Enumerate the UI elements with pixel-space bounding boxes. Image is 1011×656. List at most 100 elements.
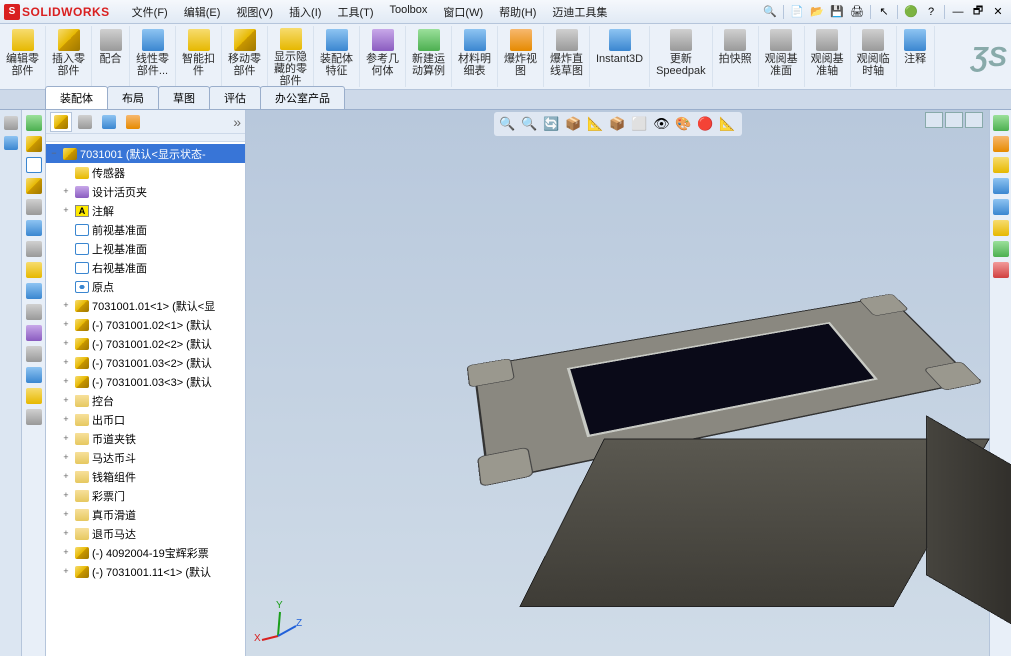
tree-toggle-icon[interactable]: + [60,453,72,463]
ribbon-button[interactable]: 插入零部件 [46,26,92,87]
min-icon[interactable]: — [949,3,967,21]
tree-toggle-icon[interactable]: + [60,472,72,482]
tree-row[interactable]: +钱箱组件 [46,467,245,486]
vp-max-icon[interactable] [945,112,963,128]
vtool-icon[interactable] [25,366,43,384]
tree-toggle-icon[interactable]: + [60,510,72,520]
tree-row[interactable]: +控台 [46,391,245,410]
vtool-icon[interactable] [25,324,43,342]
tree-row[interactable]: +(-) 7031001.03<3> (默认 [46,372,245,391]
vp-min-icon[interactable] [925,112,943,128]
close-icon[interactable]: ✕ [989,3,1007,21]
ribbon-button[interactable]: 材料明细表 [452,26,498,87]
vtool-icon[interactable] [25,177,43,195]
rebuild-icon[interactable]: 🟢 [902,3,920,21]
print-icon[interactable]: 🖨 [848,3,866,21]
viewport-tool-icon[interactable]: ⬜ [630,114,650,134]
menu-item[interactable]: 帮助(H) [491,1,544,23]
tree-toggle-icon[interactable]: + [60,301,72,311]
vp-close-icon[interactable] [965,112,983,128]
feature-tree[interactable]: −7031001 (默认<显示状态-传感器+设计活页夹+A注解前视基准面上视基准… [46,142,245,656]
tree-toggle-icon[interactable]: + [60,187,72,197]
tree-toggle-icon[interactable]: + [60,434,72,444]
tree-toggle-icon[interactable]: + [60,358,72,368]
doc-tab[interactable]: 草图 [158,86,210,109]
tree-row[interactable]: +真币滑道 [46,505,245,524]
save-icon[interactable]: 💾 [828,3,846,21]
tree-tab-feature-icon[interactable] [50,112,72,132]
ribbon-button[interactable]: 显示隐藏的零部件 [268,26,314,87]
doc-tab[interactable]: 办公室产品 [260,86,345,109]
tree-collapse-icon[interactable]: » [233,114,241,130]
tree-toggle-icon[interactable]: + [60,206,72,216]
tree-toggle-icon[interactable]: + [60,377,72,387]
tree-toggle-icon[interactable]: + [60,567,72,577]
vtool-select-icon[interactable] [2,114,20,132]
tree-row[interactable]: +A注解 [46,201,245,220]
tree-row[interactable]: +出币口 [46,410,245,429]
ribbon-button[interactable]: 观阅临时轴 [851,26,897,87]
vtool-icon[interactable] [25,303,43,321]
vtool-icon[interactable] [25,135,43,153]
vtool-icon[interactable] [25,219,43,237]
tree-row[interactable]: +(-) 7031001.02<2> (默认 [46,334,245,353]
tree-row[interactable]: +(-) 7031001.11<1> (默认 [46,562,245,581]
task-pane-tab-icon[interactable] [992,135,1010,153]
vtool-icon[interactable] [25,261,43,279]
task-pane-tab-icon[interactable] [992,156,1010,174]
menu-item[interactable]: 插入(I) [281,1,329,23]
ribbon-button[interactable]: 编辑零部件 [0,26,46,87]
3d-viewport[interactable]: 🔍🔍🔄📦📐📦⬜👁🎨🔴📐 X Y [246,110,989,656]
viewport-tool-icon[interactable]: 👁 [652,114,672,134]
vtool-icon[interactable] [25,198,43,216]
viewport-tool-icon[interactable]: 📦 [608,114,628,134]
tree-toggle-icon[interactable]: + [60,548,72,558]
viewport-tool-icon[interactable]: 🔍 [520,114,540,134]
ribbon-button[interactable]: Instant3D [590,26,650,87]
ribbon-button[interactable]: 注释 [897,26,935,87]
pointer-icon[interactable]: ↖ [875,3,893,21]
ribbon-button[interactable]: 更新Speedpak [650,26,713,87]
tree-row[interactable]: +(-) 7031001.02<1> (默认 [46,315,245,334]
task-pane-tab-icon[interactable] [992,261,1010,279]
doc-tab[interactable]: 评估 [209,86,261,109]
tree-row[interactable]: +马达币斗 [46,448,245,467]
ribbon-button[interactable]: 移动零部件 [222,26,268,87]
viewport-tool-icon[interactable]: 🔄 [542,114,562,134]
tree-toggle-icon[interactable]: + [60,396,72,406]
menu-item[interactable]: 工具(T) [329,1,381,23]
menu-item[interactable]: 窗口(W) [435,1,491,23]
menu-item[interactable]: 迈迪工具集 [544,1,615,23]
tree-row[interactable]: 上视基准面 [46,239,245,258]
open-icon[interactable]: 📂 [808,3,826,21]
viewport-tool-icon[interactable]: 📐 [586,114,606,134]
tree-toggle-icon[interactable]: + [60,529,72,539]
tree-toggle-icon[interactable]: + [60,339,72,349]
tree-row[interactable]: +彩票门 [46,486,245,505]
vtool-icon[interactable] [25,156,43,174]
tree-row[interactable]: +(-) 4092004-19宝辉彩票 [46,543,245,562]
task-pane-tab-icon[interactable] [992,114,1010,132]
viewport-tool-icon[interactable]: 🔴 [696,114,716,134]
ribbon-button[interactable]: 爆炸视图 [498,26,544,87]
ribbon-button[interactable]: 线性零部件... [130,26,176,87]
tree-row[interactable]: +退币马达 [46,524,245,543]
tree-toggle-icon[interactable]: − [48,149,60,159]
vtool-icon[interactable] [25,114,43,132]
tree-row[interactable]: 前视基准面 [46,220,245,239]
tree-row[interactable]: 传感器 [46,163,245,182]
ribbon-button[interactable]: 观阅基准面 [759,26,805,87]
doc-tab[interactable]: 布局 [107,86,159,109]
task-pane-tab-icon[interactable] [992,198,1010,216]
task-pane-tab-icon[interactable] [992,177,1010,195]
viewport-tool-icon[interactable]: 📦 [564,114,584,134]
menu-item[interactable]: 视图(V) [228,1,281,23]
help-icon[interactable]: ? [922,3,940,21]
tree-toggle-icon[interactable]: + [60,491,72,501]
ribbon-button[interactable]: 新建运动算例 [406,26,452,87]
tree-row[interactable]: 右视基准面 [46,258,245,277]
tree-row[interactable]: +币道夹铁 [46,429,245,448]
tree-row[interactable]: +设计活页夹 [46,182,245,201]
ribbon-button[interactable]: 观阅基准轴 [805,26,851,87]
tree-toggle-icon[interactable]: + [60,415,72,425]
